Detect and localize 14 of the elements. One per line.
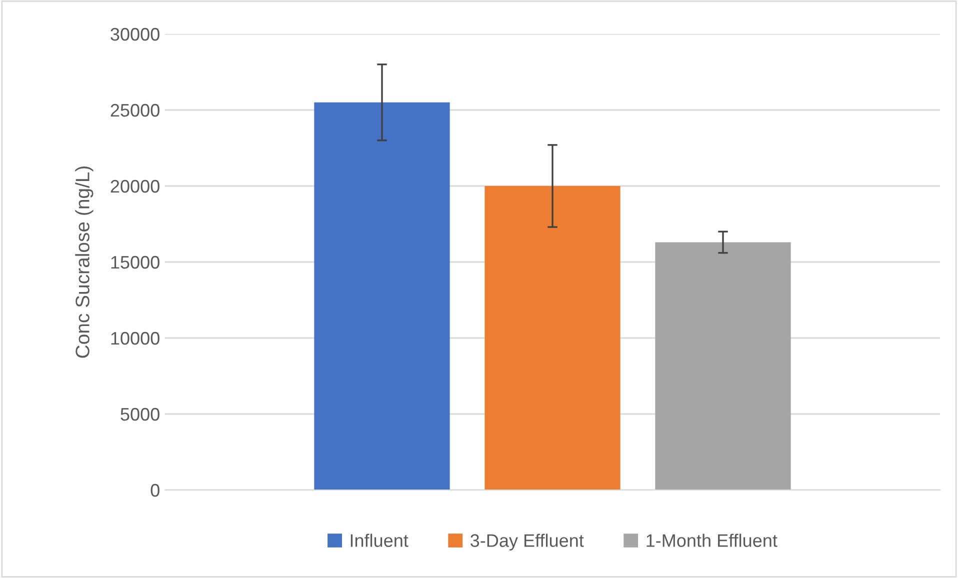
y-tick-label: 20000 bbox=[110, 180, 160, 193]
y-tick-label: 15000 bbox=[111, 256, 160, 269]
bar bbox=[314, 102, 450, 490]
bar bbox=[484, 186, 620, 490]
bar bbox=[655, 242, 791, 490]
legend-label: 3-Day Effluent bbox=[470, 534, 584, 551]
y-tick-label: 10000 bbox=[111, 332, 160, 345]
y-tick-label: 5000 bbox=[120, 408, 160, 421]
y-axis-title: Conc Sucralose (ng/L) bbox=[75, 166, 94, 358]
legend-label: 1-Month Effluent bbox=[646, 534, 778, 547]
legend-label: Influent bbox=[350, 534, 408, 547]
y-tick-label: 30000 bbox=[110, 28, 160, 41]
y-tick-label: 25000 bbox=[110, 104, 160, 117]
y-tick-label: 0 bbox=[150, 484, 160, 497]
